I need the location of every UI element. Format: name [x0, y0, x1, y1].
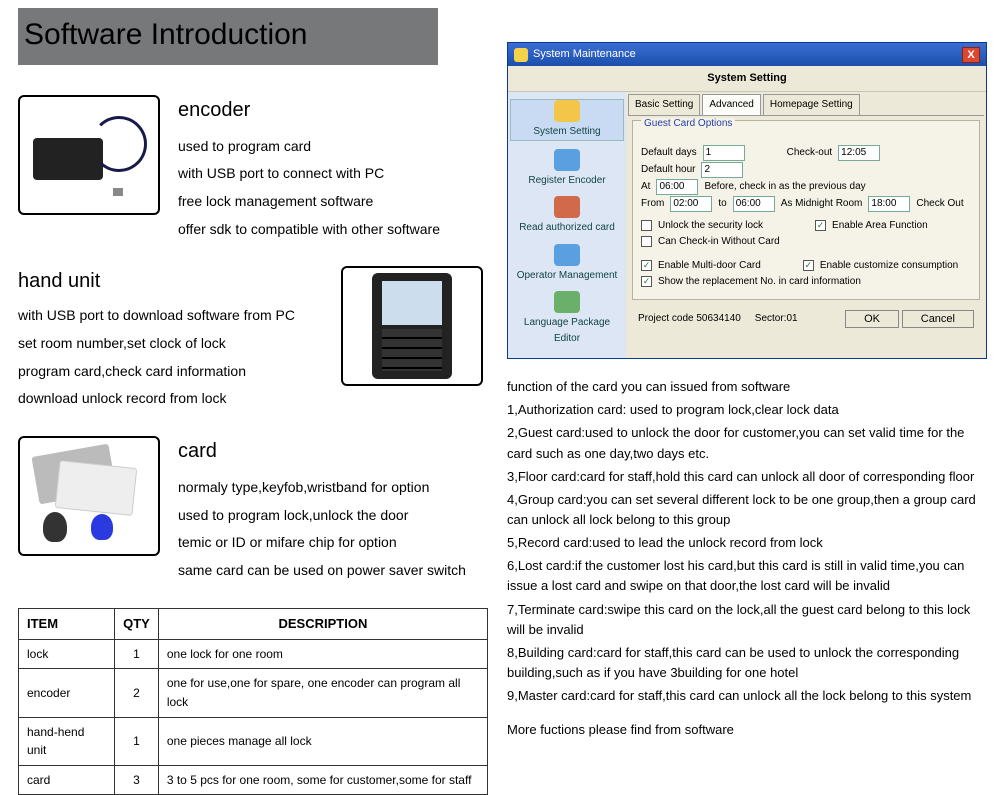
func-item: 2,Guest card:used to unlock the door for… — [507, 423, 990, 463]
cancel-button[interactable]: Cancel — [902, 310, 974, 328]
card-heading: card — [178, 436, 466, 467]
window-icon — [514, 48, 528, 62]
nav-read-card[interactable]: Read authorized card — [510, 196, 624, 236]
cb-show-replacement[interactable]: ✓ — [641, 276, 652, 287]
table-cell: lock — [19, 639, 115, 669]
th-desc: DESCRIPTION — [158, 608, 487, 639]
functions-heading: function of the card you can issued from… — [507, 377, 990, 397]
input-default-days[interactable] — [703, 145, 745, 161]
input-checkout[interactable] — [838, 145, 880, 161]
tab-advanced[interactable]: Advanced — [702, 94, 760, 115]
nav-language-editor[interactable]: Language Package Editor — [510, 291, 624, 346]
system-maintenance-window: System Maintenance X System Setting Syst… — [507, 42, 987, 359]
func-item: 8,Building card:card for staff,this card… — [507, 643, 990, 683]
input-from[interactable] — [670, 196, 712, 212]
encoder-heading: encoder — [178, 95, 440, 126]
nav-system-setting[interactable]: System Setting — [510, 99, 624, 141]
tab-homepage[interactable]: Homepage Setting — [763, 94, 860, 115]
encoder-thumb — [18, 95, 160, 215]
handunit-heading: hand unit — [18, 266, 323, 297]
label-checkout2: Check Out — [916, 196, 963, 212]
window-title: System Maintenance — [533, 46, 636, 63]
functions-more: More fuctions please find from software — [507, 720, 990, 740]
th-item: ITEM — [19, 608, 115, 639]
func-item: 9,Master card:card for staff,this card c… — [507, 686, 990, 706]
func-item: 6,Lost card:if the customer lost his car… — [507, 556, 990, 596]
window-subtitle: System Setting — [508, 66, 986, 92]
card-line: used to program lock,unlock the door — [178, 505, 466, 527]
label-to: to — [718, 196, 726, 212]
label-at: At — [641, 179, 650, 195]
handunit-line: set room number,set clock of lock — [18, 333, 323, 355]
table-cell: 3 — [115, 765, 159, 795]
nav-operator-mgmt[interactable]: Operator Management — [510, 244, 624, 284]
handunit-thumb — [341, 266, 483, 386]
func-item: 3,Floor card:card for staff,hold this ca… — [507, 467, 990, 487]
group-label: Guest Card Options — [641, 118, 735, 129]
label-project-code: Project code — [638, 313, 694, 324]
func-item: 5,Record card:used to lead the unlock re… — [507, 533, 990, 553]
page-title: Software Introduction — [18, 8, 438, 65]
close-icon[interactable]: X — [962, 47, 980, 63]
card-line: temic or ID or mifare chip for option — [178, 532, 466, 554]
func-item: 7,Terminate card:swipe this card on the … — [507, 600, 990, 640]
encoder-line: used to program card — [178, 136, 440, 158]
input-at[interactable] — [656, 179, 698, 195]
func-item: 4,Group card:you can set several differe… — [507, 490, 990, 530]
tab-basic[interactable]: Basic Setting — [628, 94, 700, 115]
label-default-hour: Default hour — [641, 162, 695, 178]
cb-customize[interactable]: ✓ — [803, 260, 814, 271]
card-thumb — [18, 436, 160, 556]
input-to[interactable] — [733, 196, 775, 212]
cb-label: Show the replacement No. in card informa… — [658, 274, 861, 290]
value-project-code: 50634140 — [696, 313, 741, 324]
encoder-line: offer sdk to compatible with other softw… — [178, 219, 440, 241]
cb-unlock-security[interactable] — [641, 220, 652, 231]
th-qty: QTY — [115, 608, 159, 639]
table-cell: 1 — [115, 639, 159, 669]
table-cell: 2 — [115, 669, 159, 717]
items-table: ITEM QTY DESCRIPTION lock1one lock for o… — [18, 608, 488, 795]
label-sector: Sector:01 — [755, 313, 798, 324]
table-cell: card — [19, 765, 115, 795]
card-line: same card can be used on power saver swi… — [178, 560, 466, 582]
label-midnight: As Midnight Room — [781, 196, 863, 212]
input-midnight[interactable] — [868, 196, 910, 212]
handunit-line: download unlock record from lock — [18, 388, 323, 410]
cb-label: Enable Multi-door Card — [658, 258, 761, 274]
cb-multidoor[interactable]: ✓ — [641, 260, 652, 271]
encoder-line: free lock management software — [178, 191, 440, 213]
ok-button[interactable]: OK — [845, 310, 899, 328]
input-default-hour[interactable] — [701, 162, 743, 178]
handunit-line: with USB port to download software from … — [18, 305, 323, 327]
cb-label: Enable customize consumption — [820, 258, 958, 274]
table-cell: one for use,one for spare, one encoder c… — [158, 669, 487, 717]
card-line: normaly type,keyfob,wristband for option — [178, 477, 466, 499]
cb-label: Enable Area Function — [832, 218, 928, 234]
label-default-days: Default days — [641, 145, 697, 161]
nav-register-encoder[interactable]: Register Encoder — [510, 149, 624, 189]
func-item: 1,Authorization card: used to program lo… — [507, 400, 990, 420]
encoder-line: with USB port to connect with PC — [178, 163, 440, 185]
cb-label: Unlock the security lock — [658, 218, 763, 234]
table-cell: one lock for one room — [158, 639, 487, 669]
table-cell: 1 — [115, 717, 159, 765]
label-from: From — [641, 196, 664, 212]
label-checkout: Check-out — [787, 145, 833, 161]
cb-label: Can Check-in Without Card — [658, 234, 780, 250]
table-cell: one pieces manage all lock — [158, 717, 487, 765]
cb-checkin-without[interactable] — [641, 236, 652, 247]
label-before: Before, check in as the previous day — [704, 179, 865, 195]
handunit-line: program card,check card information — [18, 361, 323, 383]
table-cell: encoder — [19, 669, 115, 717]
table-cell: 3 to 5 pcs for one room, some for custom… — [158, 765, 487, 795]
cb-enable-area[interactable]: ✓ — [815, 220, 826, 231]
table-cell: hand-hend unit — [19, 717, 115, 765]
